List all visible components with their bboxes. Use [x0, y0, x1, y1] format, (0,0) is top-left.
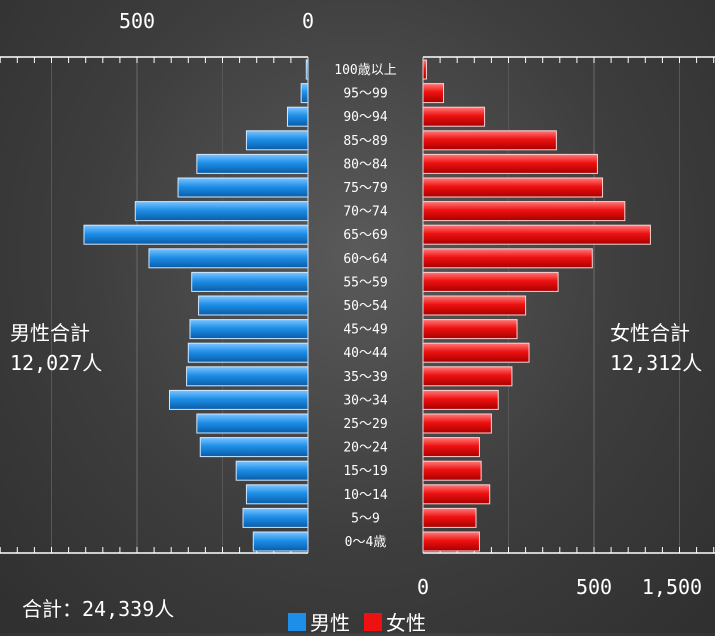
bar-female — [422, 153, 598, 174]
bar-female — [422, 366, 513, 387]
female-total: 女性合計 12,312人 — [610, 318, 702, 378]
age-label: 100歳以上 — [334, 63, 396, 78]
female-tick-label: 500 — [576, 575, 612, 599]
bar-male — [305, 59, 309, 80]
bar-male — [196, 413, 309, 434]
bar-male — [198, 295, 309, 316]
bar-female — [422, 342, 530, 363]
legend-item-male: 男性 — [288, 607, 350, 636]
female-total-value: 12,312人 — [610, 351, 703, 375]
bar-female — [422, 437, 480, 458]
bar-male — [199, 437, 309, 458]
bar-female — [422, 531, 480, 552]
labels: 100歳以上 95～99 90～94 85～89 80～84 75～79 70～74 65～6… — [119, 9, 702, 599]
bar-male — [177, 177, 309, 198]
male-total: 男性合計 12,027人 — [10, 318, 102, 378]
bar-male — [245, 484, 309, 505]
bar-female — [422, 319, 518, 340]
bars — [83, 59, 651, 552]
bar-female — [422, 177, 604, 198]
bar-male — [242, 507, 309, 528]
bar-male — [189, 319, 309, 340]
bar-male — [245, 130, 309, 151]
legend-label-male: 男性 — [310, 611, 350, 635]
legend-item-female: 女性 — [364, 607, 426, 636]
bar-female — [422, 106, 486, 127]
bar-female — [422, 271, 559, 292]
age-label: 65～69 — [343, 228, 387, 243]
bar-female — [422, 460, 482, 481]
female-tick-label: 0 — [417, 575, 429, 599]
female-total-label: 女性合計 — [610, 321, 690, 345]
legend-swatch-male — [288, 612, 306, 631]
bar-male — [235, 460, 309, 481]
bar-female — [422, 507, 477, 528]
bar-female — [422, 295, 527, 316]
age-label: 70～74 — [343, 205, 387, 220]
bar-male — [286, 106, 309, 127]
age-label: 10～14 — [343, 488, 387, 503]
bar-female — [422, 224, 651, 245]
bar-male — [300, 83, 309, 104]
bar-female — [422, 59, 427, 80]
female-tick-label: 1,500 — [642, 575, 702, 599]
bar-female — [422, 413, 492, 434]
bar-male — [134, 201, 309, 222]
bar-female — [422, 201, 626, 222]
male-total-label: 男性合計 — [10, 321, 90, 345]
age-label: 35～39 — [343, 370, 387, 385]
age-label: 60～64 — [343, 252, 387, 267]
age-label: 55～59 — [343, 275, 387, 290]
legend-swatch-female — [364, 612, 382, 631]
grand-total: 合計：24,339人 — [22, 597, 175, 621]
age-label: 15～19 — [343, 464, 387, 479]
male-total-value: 12,027人 — [10, 351, 103, 375]
bar-male — [196, 153, 309, 174]
bar-male — [83, 224, 309, 245]
bar-male — [148, 248, 309, 269]
age-label: 30～34 — [343, 393, 387, 408]
bar-male — [186, 366, 309, 387]
age-label: 40～44 — [343, 346, 387, 361]
male-tick-label: 0 — [302, 9, 314, 33]
bar-male — [168, 389, 309, 410]
age-label: 0～4歳 — [345, 535, 387, 550]
age-label: 95～99 — [343, 87, 387, 102]
bar-male — [252, 531, 309, 552]
bar-female — [422, 130, 557, 151]
age-label: 5～9 — [351, 511, 380, 526]
legend-label-female: 女性 — [386, 611, 426, 635]
age-label: 80～84 — [343, 157, 387, 172]
bar-female — [422, 389, 499, 410]
age-label: 25～29 — [343, 417, 387, 432]
male-tick-label: 500 — [119, 9, 155, 33]
bar-female — [422, 83, 445, 104]
age-label: 85～89 — [343, 134, 387, 149]
age-label: 50～54 — [343, 299, 387, 314]
legend: 男性 女性 — [288, 607, 426, 636]
bar-male — [187, 342, 309, 363]
bar-female — [422, 248, 593, 269]
age-label: 75～79 — [343, 181, 387, 196]
age-label: 45～49 — [343, 323, 387, 338]
age-label: 20～24 — [343, 441, 387, 456]
bar-male — [191, 271, 309, 292]
age-label: 90～94 — [343, 110, 387, 125]
bar-female — [422, 484, 491, 505]
